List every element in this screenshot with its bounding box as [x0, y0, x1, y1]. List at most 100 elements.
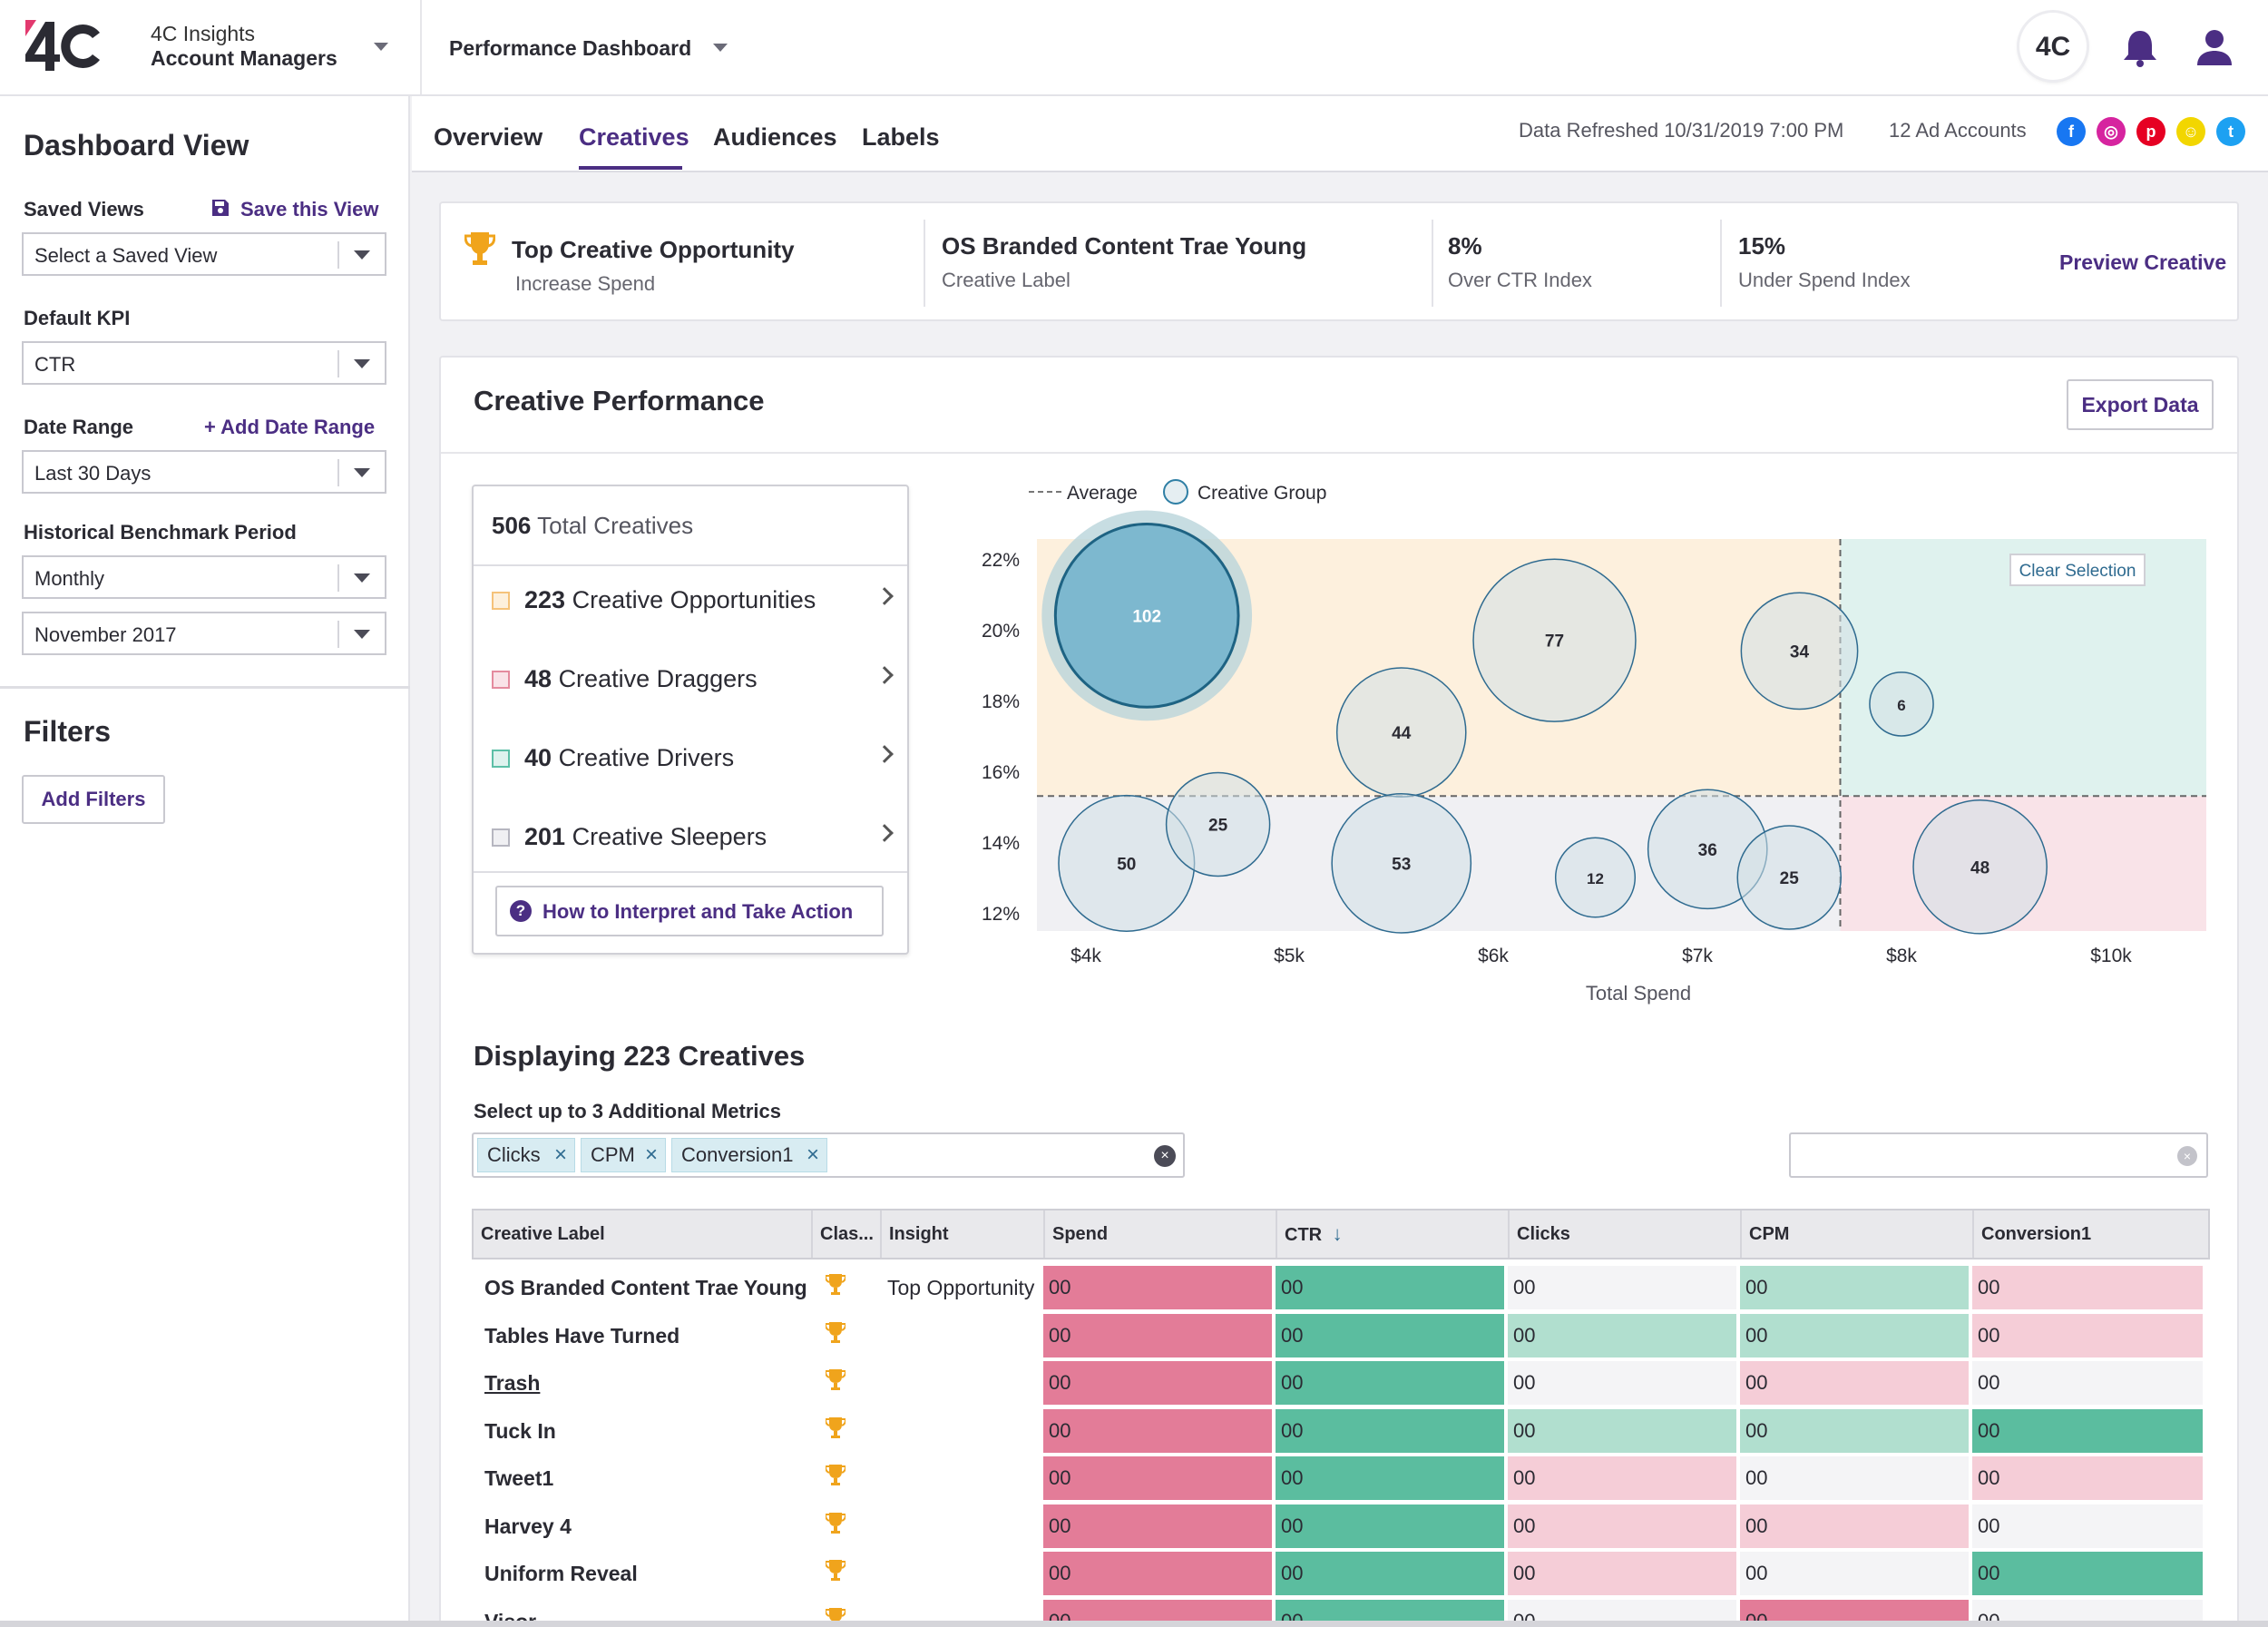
benchmark-period-select[interactable]: Monthly	[22, 555, 386, 599]
trophy-icon	[464, 232, 495, 265]
metric-cell: 00	[1972, 1408, 2203, 1453]
tabs-bar: Overview Creatives Audiences Labels	[412, 96, 2268, 172]
table-row[interactable]: Uniform Reveal 00 00 00 00 00	[472, 1551, 2210, 1598]
bubble-point[interactable]: 48	[1912, 799, 2048, 935]
chevron-right-icon	[875, 745, 894, 763]
facebook-icon[interactable]: f	[2057, 117, 2086, 146]
column-header-conversion1[interactable]: Conversion1	[1981, 1224, 2092, 1244]
bubble-point[interactable]: 12	[1554, 837, 1637, 918]
sidebar: Dashboard View Saved Views Save this Vie…	[0, 96, 410, 1627]
table-row[interactable]: Tables Have Turned 00 00 00 00 00	[472, 1313, 2210, 1360]
dropdown-arrow-icon	[354, 630, 370, 639]
table-header: Creative Label Clas... Insight Spend CTR…	[472, 1209, 2210, 1259]
clear-selection-button[interactable]: Clear Selection	[2009, 554, 2146, 586]
trophy-icon	[824, 1367, 847, 1395]
column-header-spend[interactable]: Spend	[1045, 1210, 1277, 1258]
kpi-select[interactable]: CTR	[22, 341, 386, 385]
bubble-point[interactable]: 53	[1331, 793, 1472, 934]
table-row[interactable]: OS Branded Content Trae Young Top Opportu…	[472, 1265, 2210, 1312]
opportunities-swatch	[492, 592, 510, 610]
column-header-insight[interactable]: Insight	[882, 1210, 1045, 1258]
org-team: Account Managers	[151, 46, 337, 70]
bubble-point[interactable]: 102	[1041, 510, 1253, 721]
metric-cell: 00	[1740, 1361, 1969, 1405]
bubble-point[interactable]: 77	[1472, 558, 1637, 722]
clear-selection-label: Clear Selection	[2019, 562, 2136, 581]
tab-creatives[interactable]: Creatives	[579, 123, 689, 151]
bubble-point[interactable]: 25	[1736, 825, 1842, 930]
instagram-icon[interactable]: ◎	[2097, 117, 2126, 146]
dropdown-arrow-icon	[354, 250, 370, 260]
metrics-multiselect[interactable]: Clicks × CPM × Conversion1 × ×	[472, 1132, 1185, 1178]
saved-view-select[interactable]: Select a Saved View	[22, 232, 386, 276]
add-filters-button[interactable]: Add Filters	[22, 775, 165, 824]
table-row[interactable]: Tuck In 00 00 00 00 00	[472, 1408, 2210, 1455]
twitter-icon[interactable]: t	[2216, 117, 2245, 146]
metric-cell: 00	[1276, 1456, 1504, 1500]
group-row-drivers[interactable]: 40 Creative Drivers	[492, 740, 894, 777]
metric-cell: 00	[1043, 1313, 1272, 1357]
metric-cell: 00	[1972, 1456, 2203, 1500]
save-view-link[interactable]: Save this View	[240, 198, 379, 221]
benchmark-month-select[interactable]: November 2017	[22, 612, 386, 655]
metric-chip-cpm: CPM ×	[581, 1138, 666, 1172]
clear-metrics-icon[interactable]: ×	[1154, 1145, 1176, 1167]
logo-4c-icon[interactable]	[24, 18, 102, 73]
metric-cell: 00	[1740, 1266, 1969, 1309]
x-axis-label: Total Spend	[1586, 982, 1691, 1005]
column-header-cpm[interactable]: CPM	[1742, 1210, 1974, 1258]
save-icon[interactable]	[210, 198, 230, 218]
creatives-table: Creative Label Clas... Insight Spend CTR…	[472, 1209, 2210, 1627]
remove-chip-icon[interactable]: ×	[806, 1142, 819, 1167]
tab-labels[interactable]: Labels	[862, 123, 940, 151]
drivers-swatch	[492, 750, 510, 768]
bell-icon[interactable]	[2121, 27, 2159, 67]
bubble-point[interactable]: 25	[1165, 771, 1271, 877]
remove-chip-icon[interactable]: ×	[553, 1142, 567, 1167]
group-row-opportunities[interactable]: 223 Creative Opportunities	[492, 583, 894, 619]
bubble-circle	[1869, 671, 1934, 737]
bubble-circle	[1736, 825, 1842, 930]
group-row-sleepers[interactable]: 201 Creative Sleepers	[492, 819, 894, 856]
remove-chip-icon[interactable]: ×	[644, 1142, 658, 1167]
opportunity-subtitle: Increase Spend	[515, 272, 656, 295]
user-icon[interactable]	[2195, 27, 2234, 67]
table-row[interactable]: Harvey 4 00 00 00 00 00	[472, 1504, 2210, 1551]
export-data-button[interactable]: Export Data	[2067, 379, 2214, 430]
x-tick-label: $6k	[1478, 946, 1509, 966]
bubble-point[interactable]: 44	[1335, 667, 1467, 798]
column-header-clicks[interactable]: Clicks	[1510, 1210, 1742, 1258]
preview-creative-link[interactable]: Preview Creative	[2059, 250, 2227, 274]
account-avatar[interactable]: 4C	[2019, 13, 2087, 80]
group-row-draggers[interactable]: 48 Creative Draggers	[492, 662, 894, 698]
column-header-creative-label[interactable]: Creative Label	[474, 1210, 813, 1258]
table-search-input[interactable]: ×	[1789, 1132, 2208, 1178]
x-tick-label: $10k	[2090, 946, 2132, 966]
date-range-select[interactable]: Last 30 Days	[22, 450, 386, 494]
tab-overview[interactable]: Overview	[434, 123, 543, 151]
creative-label-cell[interactable]: Trash	[484, 1371, 541, 1395]
y-tick-label: 12%	[982, 904, 1020, 925]
select-divider	[337, 459, 339, 486]
bubble-point[interactable]: 34	[1740, 592, 1859, 711]
x-tick-label: $5k	[1274, 946, 1305, 966]
bubble-point[interactable]: 50	[1058, 794, 1196, 932]
tab-audiences[interactable]: Audiences	[713, 123, 837, 151]
pinterest-icon[interactable]: p	[2136, 117, 2165, 146]
column-header-class[interactable]: Clas...	[813, 1210, 882, 1258]
chevron-down-icon[interactable]	[713, 44, 728, 52]
add-date-range-link[interactable]: + Add Date Range	[204, 416, 376, 438]
how-to-interpret-button[interactable]: ? How to Interpret and Take Action	[495, 886, 884, 936]
org-selector[interactable]: 4C Insights Account Managers	[127, 0, 422, 94]
column-header-ctr[interactable]: CTR ↓	[1277, 1210, 1510, 1258]
table-row[interactable]: Tweet1 00 00 00 00 00	[472, 1455, 2210, 1503]
top-opportunity-card: Top Creative Opportunity Increase Spend …	[439, 201, 2239, 321]
metric-cell: 00	[1043, 1504, 1272, 1548]
bubble-point[interactable]: 6	[1869, 671, 1934, 737]
snapchat-icon[interactable]: ☺	[2176, 117, 2205, 146]
metric-chip-clicks: Clicks ×	[477, 1138, 575, 1172]
table-row[interactable]: Trash 00 00 00 00 00	[472, 1360, 2210, 1407]
metric-cell: 00	[1972, 1361, 2203, 1405]
dashboard-selector[interactable]: Performance Dashboard	[449, 36, 692, 60]
clear-search-icon[interactable]: ×	[2177, 1146, 2197, 1166]
